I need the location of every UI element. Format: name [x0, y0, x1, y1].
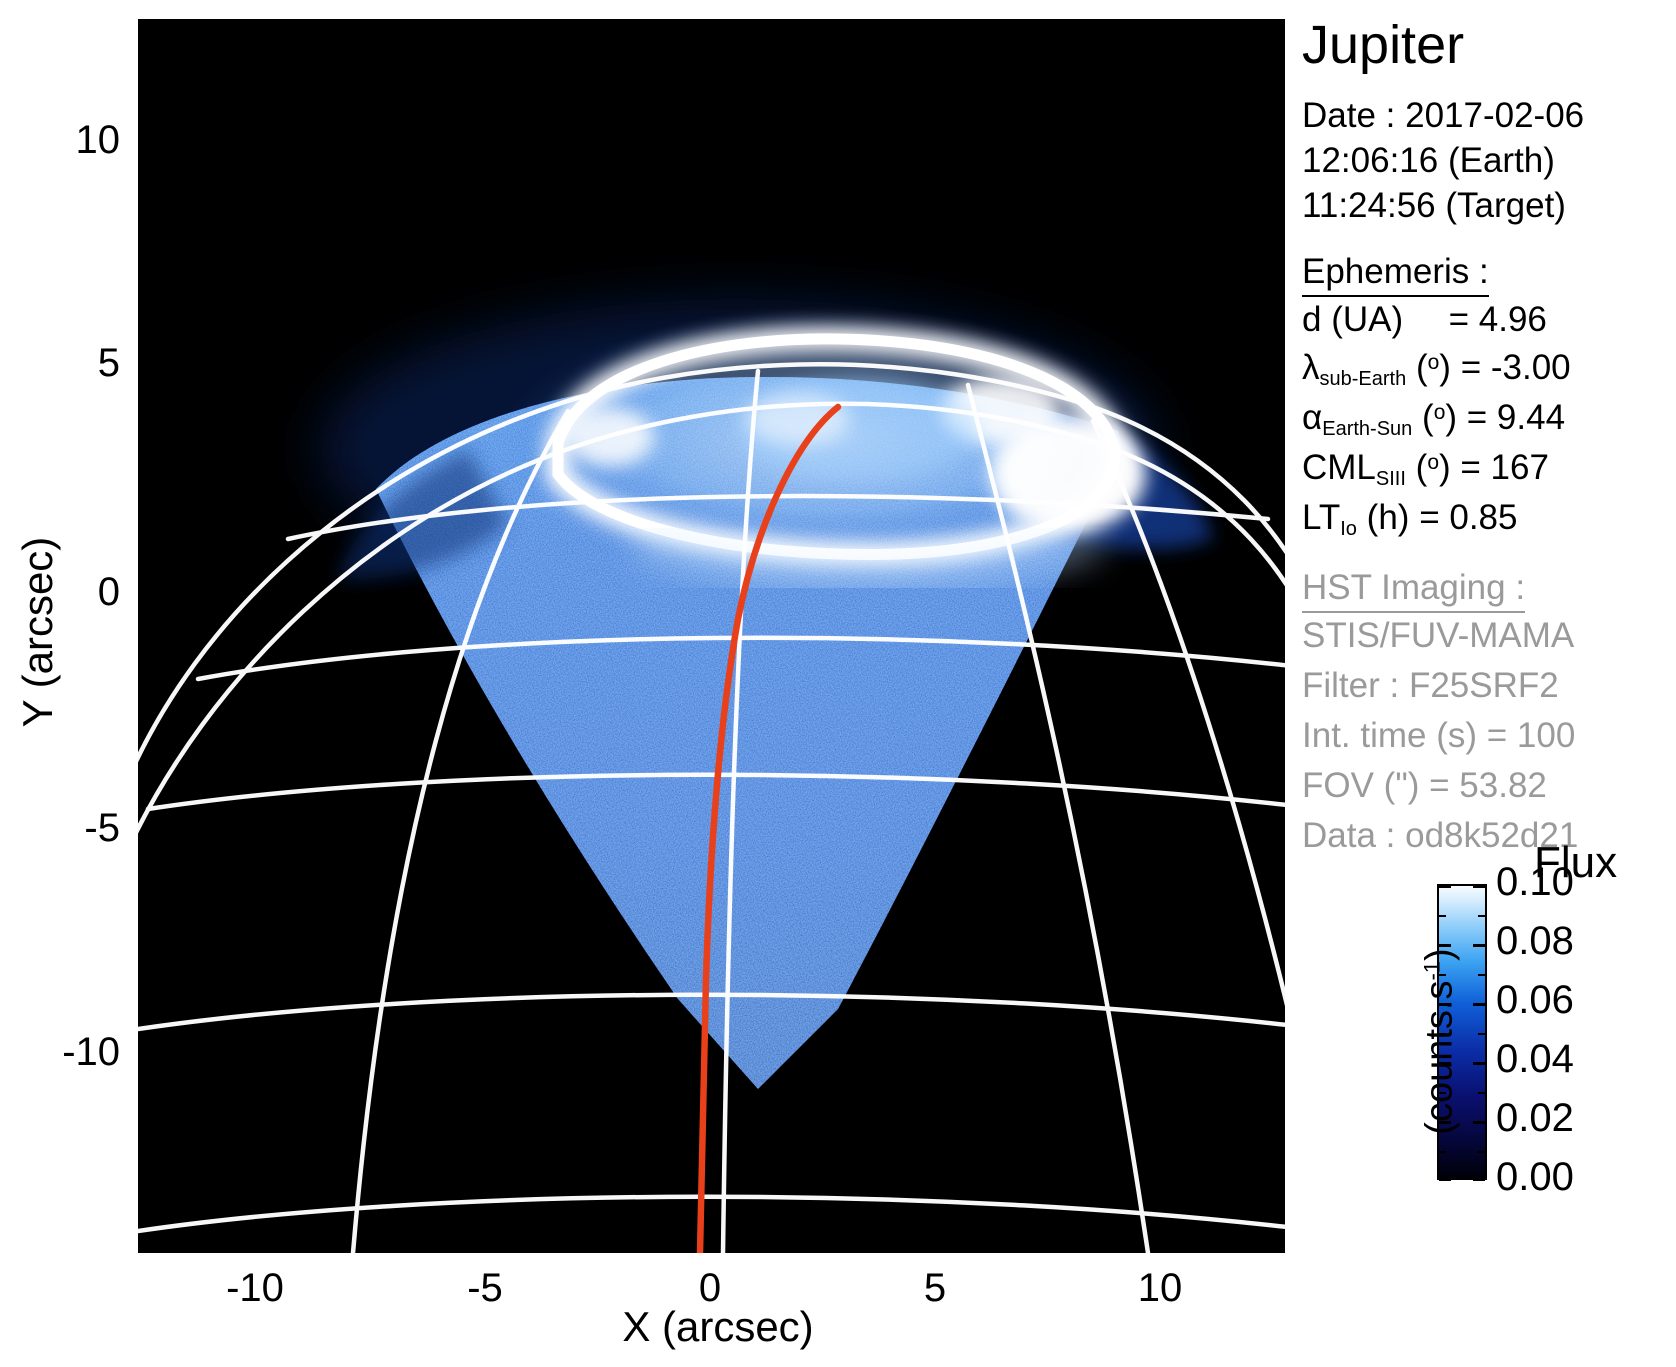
y-axis-title: Y (arcsec) — [14, 536, 61, 728]
target-name: Jupiter — [1302, 15, 1465, 75]
colorbar-units-exponent: -1 — [1419, 960, 1445, 981]
hst-instrument: STIS/FUV-MAMA — [1302, 616, 1575, 655]
ephemeris-row-io-local-time: LTIo (h) = 0.85 — [1302, 500, 1517, 541]
ephemeris-unit-alpha: (o) — [1422, 398, 1458, 437]
ephemeris-symbol-lambda: λ — [1302, 348, 1320, 387]
flux-colorbar — [1437, 884, 1487, 1181]
colorbar-axis-title: (counts.s-1) — [1419, 892, 1462, 1192]
ephemeris-symbol-cml: CML — [1302, 448, 1376, 487]
x-tick-0: 0 — [698, 1266, 722, 1310]
colorbar-units-suffix: ) — [1418, 948, 1461, 961]
colorbar-units-prefix: (counts.s — [1418, 980, 1461, 1135]
ephemeris-symbol-d: d (UA) — [1302, 300, 1404, 339]
x-tick-neg10: -10 — [226, 1266, 284, 1310]
colorbar-tick-010: 0.10 — [1496, 860, 1574, 904]
hst-dataset-id: Data : od8k52d21 — [1302, 816, 1579, 855]
y-tick-0: 0 — [97, 570, 120, 614]
colorbar-tick-008: 0.08 — [1496, 919, 1574, 963]
x-tick-neg5: -5 — [467, 1266, 503, 1310]
ephemeris-symbol-lt: LT — [1302, 498, 1341, 537]
ephemeris-subscript-siii: SIII — [1375, 468, 1406, 490]
image-plot-area — [138, 19, 1285, 1253]
ephemeris-row-distance: d (UA) = 4.96 — [1302, 302, 1547, 337]
hst-imaging-heading: HST Imaging : — [1302, 568, 1526, 613]
ephemeris-subscript-sub-earth: sub-Earth — [1319, 368, 1407, 390]
ephemeris-subscript-earth-sun: Earth-Sun — [1322, 418, 1413, 440]
colorbar-tick-002: 0.02 — [1496, 1096, 1574, 1140]
x-axis-title: X (arcsec) — [622, 1303, 814, 1350]
io-footprint-trace — [696, 403, 842, 1253]
ephemeris-symbol-alpha: α — [1302, 398, 1323, 437]
colorbar-tick-004: 0.04 — [1496, 1037, 1574, 1081]
ephemeris-unit-cml: (o) — [1415, 448, 1451, 487]
y-tick-neg5: -5 — [84, 806, 120, 850]
ephemeris-value-lambda: = -3.00 — [1460, 348, 1571, 387]
ephemeris-unit-lambda: (o) — [1415, 348, 1451, 387]
y-tick-neg10: -10 — [62, 1030, 120, 1074]
ephemeris-value-lt: = 0.85 — [1419, 498, 1518, 537]
ephemeris-value-cml: = 167 — [1460, 448, 1549, 487]
observation-date: Date : 2017-02-06 — [1302, 96, 1585, 135]
ephemeris-row-phase-angle: αEarth-Sun (o) = 9.44 — [1302, 400, 1565, 441]
hst-integration-time: Int. time (s) = 100 — [1302, 716, 1576, 755]
colorbar-tick-006: 0.06 — [1496, 978, 1574, 1022]
observation-time-earth: 12:06:16 (Earth) — [1302, 141, 1555, 180]
ephemeris-heading: Ephemeris : — [1302, 252, 1489, 297]
observation-time-target: 11:24:56 (Target) — [1302, 186, 1566, 225]
ephemeris-value-d: = 4.96 — [1448, 300, 1547, 339]
y-tick-5: 5 — [97, 341, 120, 385]
jupiter-fuv-image — [138, 299, 1285, 1253]
y-tick-10: 10 — [75, 118, 121, 162]
ephemeris-row-cml: CMLSIII (o) = 167 — [1302, 450, 1549, 491]
x-tick-10: 10 — [1137, 1266, 1183, 1310]
ephemeris-subscript-io: Io — [1340, 518, 1357, 540]
planet-limb-and-graticule — [138, 362, 1285, 1253]
x-tick-5: 5 — [923, 1266, 947, 1310]
info-panel: Jupiter Date : 2017-02-06 12:06:16 (Eart… — [1296, 0, 1676, 1367]
hst-field-of-view: FOV (") = 53.82 — [1302, 766, 1547, 805]
ephemeris-unit-lt: (h) — [1366, 498, 1410, 537]
ephemeris-row-sub-earth-lat: λsub-Earth (o) = -3.00 — [1302, 350, 1571, 391]
ephemeris-value-alpha: = 9.44 — [1466, 398, 1566, 437]
colorbar-tick-000: 0.00 — [1496, 1155, 1574, 1199]
colorbar-title: Flux — [1534, 838, 1618, 887]
hst-filter: Filter : F25SRF2 — [1302, 666, 1559, 705]
